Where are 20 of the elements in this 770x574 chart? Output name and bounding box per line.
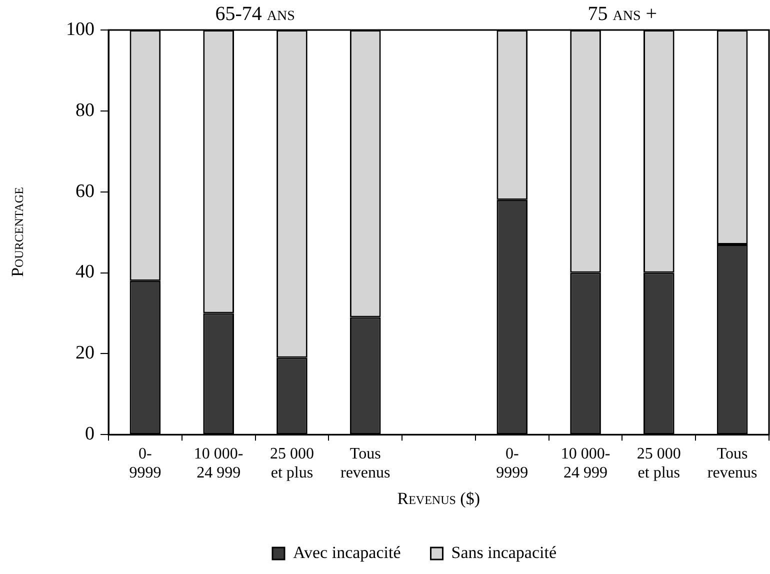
y-axis-title: Pourcentage [8, 187, 28, 278]
legend-label: Sans incapacité [451, 542, 557, 562]
text: 65-74 ans [215, 3, 295, 26]
y-tick-label: 20 [76, 342, 94, 364]
y-tick-label: 80 [76, 100, 94, 121]
x-tick-label: 10 000- 24 999 [560, 445, 610, 482]
x-tick-label: 10 000- 24 999 [194, 445, 244, 482]
text: 75 ans + [588, 3, 658, 26]
y-tick-label: 100 [66, 18, 94, 40]
x-tick-label: 0- 9999 [496, 445, 528, 482]
x-tick-label: Tous revenus [340, 445, 390, 482]
y-tick-label: 60 [76, 180, 94, 202]
x-tick-label: 25 000 et plus [636, 445, 681, 482]
x-tick-label: Tous revenus [707, 445, 758, 482]
x-tick-label: 0- 9999 [129, 445, 162, 482]
x-tick-label: 25 000 et plus [270, 445, 314, 482]
y-tick-label: 40 [76, 262, 94, 283]
y-tick-label: 0 [85, 424, 94, 445]
x-axis-title: Revenus ($) [397, 489, 480, 509]
legend-label: Avec incapacité [292, 542, 401, 562]
